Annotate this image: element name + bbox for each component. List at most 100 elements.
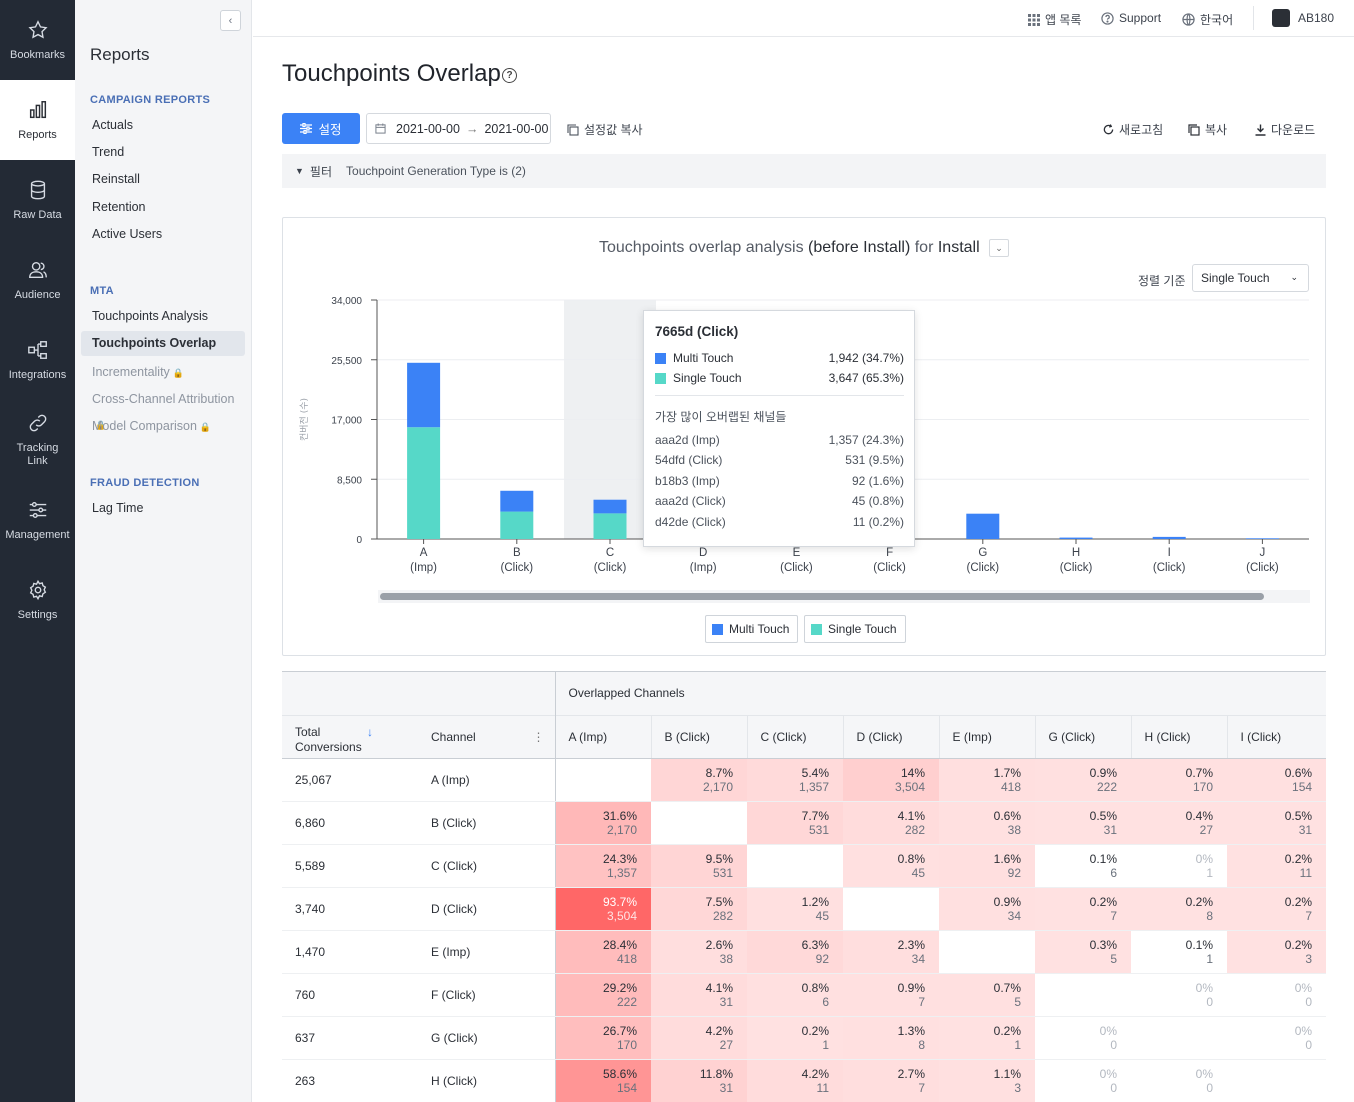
help-icon[interactable]: ? xyxy=(502,68,517,83)
rail-item-bookmarks[interactable]: Bookmarks xyxy=(0,0,75,80)
copy-button[interactable]: 복사 xyxy=(1188,121,1227,138)
app-list-link[interactable]: 앱 목록 xyxy=(1028,11,1081,28)
total-conversions-cell: 25,067 xyxy=(282,758,418,802)
page-title: Touchpoints Overlap xyxy=(282,60,501,87)
nav-item-model-comparison[interactable]: Model Comparison 🔒 xyxy=(81,414,245,439)
nav-item-label: Cross-Channel Attribution xyxy=(92,392,235,406)
overlap-cell: 28.4% 418 xyxy=(555,930,651,974)
legend-item-multi-touch[interactable]: Multi Touch xyxy=(705,615,799,643)
overlap-cell: 0% 0 xyxy=(1227,973,1326,1017)
overlap-percent: 0% xyxy=(1195,1066,1213,1081)
y-axis-label: 컨버전 (수) xyxy=(299,398,310,441)
rail-item-integrations[interactable]: Integrations xyxy=(0,320,75,400)
overlap-count: 1 xyxy=(822,1037,829,1052)
rail-item-audience[interactable]: Audience xyxy=(0,240,75,320)
nav-item-retention[interactable]: Retention xyxy=(92,200,146,214)
date-range-picker[interactable]: 2021-00-00 → 2021-00-00 xyxy=(366,113,551,144)
legend-item-single-touch[interactable]: Single Touch xyxy=(804,615,906,643)
chart-title-text: Touchpoints overlap analysis xyxy=(599,239,809,256)
x-tick-label: D xyxy=(699,547,707,559)
overlap-cell: 0% 0 xyxy=(1131,973,1227,1017)
nav-item-actuals[interactable]: Actuals xyxy=(92,118,133,132)
overlap-percent: 0.9% xyxy=(897,980,925,995)
language-selector[interactable]: 한국어 xyxy=(1182,11,1233,28)
rail-item-raw-data[interactable]: Raw Data xyxy=(0,160,75,240)
overlap-cell: 5.4% 1,357 xyxy=(747,758,843,802)
total-conversions-cell: 5,589 xyxy=(282,844,418,888)
channel-header[interactable]: Channel ⋮ xyxy=(418,714,556,759)
overlap-cell: 0.2% 7 xyxy=(1227,887,1326,931)
download-button[interactable]: 다운로드 xyxy=(1255,121,1315,138)
x-tick-label: F xyxy=(886,547,893,559)
nav-item-cross-channel-attribution[interactable]: Cross-Channel Attribution 🔒 xyxy=(81,387,245,430)
overlap-cell xyxy=(843,887,939,931)
scrollbar-thumb[interactable] xyxy=(380,593,1264,600)
column-header[interactable]: H (Click) xyxy=(1130,714,1227,759)
copy-settings-button[interactable]: 설정값 복사 xyxy=(567,121,643,138)
sort-select[interactable]: Single Touch ⌄ xyxy=(1192,264,1309,292)
overlap-percent: 0.8% xyxy=(801,980,829,995)
column-header[interactable]: D (Click) xyxy=(842,714,939,759)
overlap-count: 5 xyxy=(1014,994,1021,1009)
channel-cell: F (Click) xyxy=(418,973,556,1017)
org-switcher[interactable]: AB180 xyxy=(1272,9,1334,27)
overlap-percent: 28.4% xyxy=(602,937,637,952)
column-header[interactable]: B (Click) xyxy=(650,714,747,759)
nav-item-incrementality[interactable]: Incrementality 🔒 xyxy=(81,360,245,385)
table-row[interactable]: 1,470 E (Imp) 28.4% 418 2.6% 38 6.3% 92 2.3% 34 0.… xyxy=(282,930,1326,974)
nav-item-touchpoints-overlap[interactable]: Touchpoints Overlap xyxy=(81,331,245,356)
total-conversions-header[interactable]: Total Conversions ↓ xyxy=(282,714,418,759)
column-header[interactable]: G (Click) xyxy=(1034,714,1131,759)
chevron-down-icon: ⌄ xyxy=(1290,272,1298,282)
table-row[interactable]: 25,067 A (Imp) 8.7% 2,170 5.4% 1,357 14% 3,504 1… xyxy=(282,758,1326,802)
nav-item-active-users[interactable]: Active Users xyxy=(92,227,163,241)
overlap-cell: 0.2% 3 xyxy=(1227,930,1326,974)
overlap-cell: 0% 0 xyxy=(1227,1016,1326,1060)
overlap-count: 154 xyxy=(616,1080,637,1095)
table-row[interactable]: 6,860 B (Click) 31.6% 2,170 7.7% 531 4.1% 282 0.… xyxy=(282,801,1326,845)
filter-bar[interactable]: ▼ 필터 Touchpoint Generation Type is (2) xyxy=(282,154,1326,188)
sort-value: Single Touch xyxy=(1201,271,1270,285)
x-tick-label: J xyxy=(1260,547,1266,559)
column-header[interactable]: I (Click) xyxy=(1226,714,1326,759)
nav-item-reinstall[interactable]: Reinstall xyxy=(92,172,140,186)
overlap-percent: 0.6% xyxy=(993,808,1021,823)
table-row[interactable]: 3,740 D (Click) 93.7% 3,504 7.5% 282 1.2% 45 0.9… xyxy=(282,887,1326,931)
nav-item-touchpoints-analysis[interactable]: Touchpoints Analysis xyxy=(92,309,209,323)
chevron-down-icon[interactable]: ⌄ xyxy=(989,239,1009,257)
header-label: Channel xyxy=(431,729,476,744)
overlap-label: b18b3 (Imp) xyxy=(655,474,720,488)
rail-item-settings[interactable]: Settings xyxy=(0,560,75,640)
overlap-cell xyxy=(1035,973,1131,1017)
column-header[interactable]: E (Imp) xyxy=(938,714,1035,759)
x-tick-sublabel: (Click) xyxy=(967,562,1000,574)
table-row[interactable]: 760 F (Click) 29.2% 222 4.1% 31 0.8% 6 0.9% 7 0.7%… xyxy=(282,973,1326,1017)
rail-item-tracking-link[interactable]: Tracking Link xyxy=(0,400,75,480)
overlap-count: 92 xyxy=(815,951,829,966)
bar-multi-touch xyxy=(1059,537,1093,539)
overlap-count: 31 xyxy=(719,1080,733,1095)
rail-item-management[interactable]: Management xyxy=(0,480,75,560)
overlapped-channels-header: Overlapped Channels xyxy=(555,672,1326,715)
collapse-sidebar-button[interactable]: ‹ xyxy=(220,10,241,31)
overlap-cell: 0.2% 7 xyxy=(1035,887,1131,931)
settings-button[interactable]: 설정 xyxy=(282,113,360,144)
copy-label: 복사 xyxy=(1205,123,1228,137)
column-header[interactable]: A (Imp) xyxy=(554,714,651,759)
refresh-button[interactable]: 새로고침 xyxy=(1103,121,1163,138)
column-header[interactable]: C (Click) xyxy=(746,714,843,759)
overlap-count: 6 xyxy=(822,994,829,1009)
nav-item-trend[interactable]: Trend xyxy=(92,145,125,159)
support-link[interactable]: Support xyxy=(1101,11,1161,25)
table-row[interactable]: 637 G (Click) 26.7% 170 4.2% 27 0.2% 1 1.3% 8 0.2%… xyxy=(282,1016,1326,1060)
bar-single-touch xyxy=(500,511,534,539)
overlap-percent: 0.2% xyxy=(801,1023,829,1038)
overlap-label: aaa2d (Imp) xyxy=(655,433,720,447)
overlap-count: 3 xyxy=(1305,951,1313,966)
nav-item-lag-time[interactable]: Lag Time xyxy=(92,501,144,515)
rail-item-reports[interactable]: Reports xyxy=(0,80,75,160)
x-tick-label: B xyxy=(513,547,521,559)
table-row[interactable]: 263 H (Click) 58.6% 154 11.8% 31 4.2% 11 2.7% 7 1.… xyxy=(282,1059,1326,1102)
table-row[interactable]: 5,589 C (Click) 24.3% 1,357 9.5% 531 0.8% 45 1.6… xyxy=(282,844,1326,888)
lock-icon: 🔒 xyxy=(199,422,212,432)
